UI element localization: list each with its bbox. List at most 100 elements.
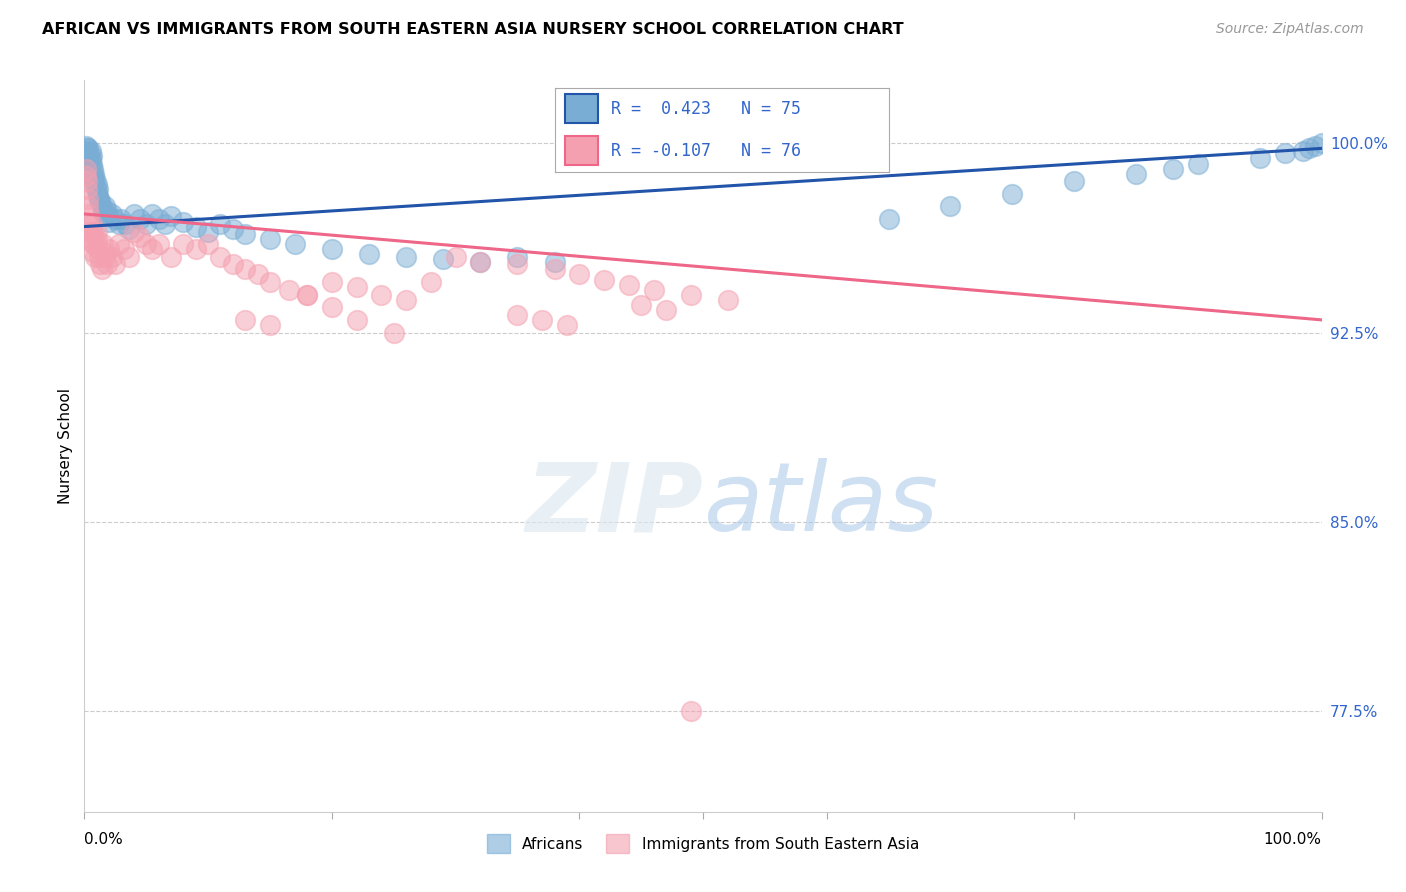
Point [679, 287, 702, 301]
Point [1310, 136, 1333, 151]
Point [90, 262, 112, 277]
Point [172, 237, 194, 252]
Point [184, 219, 207, 234]
Point [679, 704, 702, 718]
Point [76, 141, 98, 155]
Point [80, 156, 103, 170]
Point [209, 250, 232, 264]
Point [444, 250, 467, 264]
Point [84, 171, 107, 186]
Point [83, 229, 105, 244]
Point [79, 207, 101, 221]
Point [108, 217, 131, 231]
Point [118, 222, 141, 236]
Point [321, 275, 343, 289]
Point [76, 182, 98, 196]
Point [75, 144, 97, 158]
Point [555, 318, 578, 332]
Point [129, 229, 152, 244]
Point [259, 318, 281, 332]
Point [939, 199, 962, 213]
Point [79, 156, 101, 170]
Point [98, 242, 121, 256]
Point [284, 237, 307, 252]
Point [86, 225, 108, 239]
Point [655, 302, 678, 317]
Point [83, 167, 105, 181]
Point [108, 237, 131, 252]
Point [277, 283, 299, 297]
Point [93, 244, 115, 259]
Point [77, 153, 100, 168]
Point [470, 255, 492, 269]
Point [112, 242, 135, 256]
Point [184, 242, 207, 256]
Point [233, 227, 256, 241]
Point [122, 225, 145, 239]
Point [222, 257, 245, 271]
Point [153, 217, 176, 231]
Text: AFRICAN VS IMMIGRANTS FROM SOUTH EASTERN ASIA NURSERY SCHOOL CORRELATION CHART: AFRICAN VS IMMIGRANTS FROM SOUTH EASTERN… [42, 22, 904, 37]
Point [79, 144, 101, 158]
Point [87, 182, 110, 196]
Point [80, 149, 103, 163]
Point [543, 255, 565, 269]
Point [86, 184, 108, 198]
Point [233, 313, 256, 327]
Point [94, 199, 117, 213]
Point [91, 204, 114, 219]
Text: 0.0%: 0.0% [84, 832, 124, 847]
Point [98, 214, 121, 228]
Point [717, 293, 740, 307]
Point [1274, 146, 1296, 161]
Point [1063, 174, 1085, 188]
Point [630, 298, 652, 312]
Point [321, 300, 343, 314]
Point [506, 257, 529, 271]
Point [77, 199, 100, 213]
Point [129, 212, 152, 227]
Point [110, 212, 132, 227]
Point [295, 287, 318, 301]
Point [75, 169, 97, 183]
Point [148, 212, 170, 227]
Point [1161, 161, 1184, 176]
Point [100, 250, 122, 264]
Point [160, 250, 183, 264]
Point [77, 141, 100, 155]
Point [395, 250, 418, 264]
Point [104, 257, 127, 271]
Point [104, 212, 127, 227]
Text: 100.0%: 100.0% [1264, 832, 1322, 847]
Point [79, 159, 101, 173]
Point [96, 204, 118, 219]
Point [1298, 141, 1320, 155]
Point [643, 283, 665, 297]
Point [87, 189, 110, 203]
Point [246, 268, 269, 282]
Point [233, 262, 256, 277]
Point [160, 210, 183, 224]
Point [197, 225, 219, 239]
Point [82, 161, 104, 176]
Point [93, 207, 115, 221]
Point [114, 217, 136, 231]
Point [531, 313, 554, 327]
Point [100, 207, 122, 221]
Point [1292, 144, 1315, 158]
Point [1001, 186, 1024, 201]
Point [506, 308, 529, 322]
Point [419, 275, 441, 289]
Point [209, 217, 232, 231]
Point [86, 232, 108, 246]
Point [96, 257, 118, 271]
Point [75, 139, 97, 153]
Point [90, 199, 112, 213]
Point [76, 174, 98, 188]
Point [141, 242, 163, 256]
Point [82, 169, 104, 183]
Point [77, 192, 100, 206]
Point [1249, 152, 1271, 166]
Point [470, 255, 492, 269]
Point [141, 207, 163, 221]
